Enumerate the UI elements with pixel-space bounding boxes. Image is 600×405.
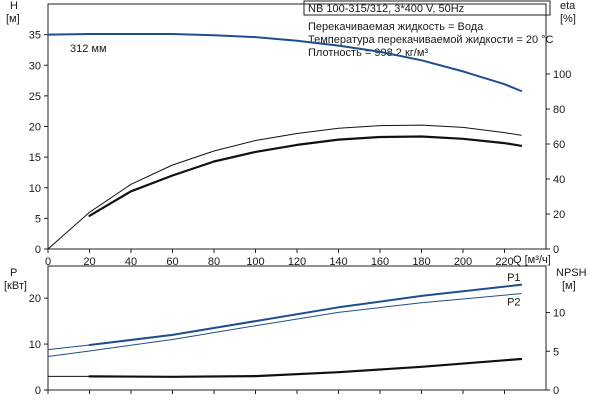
top-xtick-label: 180 xyxy=(412,256,430,268)
top-series-curve-0 xyxy=(47,33,523,92)
top-ytick-right-label: 20 xyxy=(553,209,565,221)
top-ytick-right-label: 40 xyxy=(553,174,565,186)
top-xlabel: Q [м³/ч] xyxy=(513,254,551,266)
top-ytick-label: 30 xyxy=(29,60,41,72)
bottom-series-curve-3 xyxy=(88,357,523,378)
top-ylabel-line1: H xyxy=(10,0,18,12)
top-ytick-right-label: 60 xyxy=(553,139,565,151)
bottom-ylabel-right-line2: [м] xyxy=(562,280,576,292)
bottom-ylabel-right-line1: NPSH xyxy=(556,267,587,279)
top-series-curve-1 xyxy=(47,124,522,250)
bottom-series-curve-2 xyxy=(47,344,90,351)
model-label: NB 100-315/312, 3*400 V, 50Hz xyxy=(308,3,464,15)
top-ytick-label: 5 xyxy=(35,213,41,225)
top-xtick-label: 140 xyxy=(329,256,347,268)
bottom-ytick-label: 0 xyxy=(35,385,41,397)
top-ytick-label: 10 xyxy=(29,183,41,195)
liquid-label: Перекачиваемая жидкость = Вода xyxy=(308,21,484,33)
top-xtick-label: 20 xyxy=(83,256,95,268)
top-ytick-label: 0 xyxy=(35,244,41,256)
bottom-ylabel-line2: [кВт] xyxy=(4,280,27,292)
top-xtick-label: 120 xyxy=(288,256,306,268)
top-xtick-label: 220 xyxy=(495,256,513,268)
temperature-label: Температура перекачиваемой жидкости = 20… xyxy=(308,34,554,46)
top-ylabel-right-line1: eta xyxy=(560,0,576,12)
top-ytick-label: 25 xyxy=(29,91,41,103)
bottom-series-label-p1: P1 xyxy=(507,272,520,284)
top-xtick-label: 160 xyxy=(371,256,389,268)
top-ytick-right-label: 80 xyxy=(553,104,565,116)
bottom-ytick-right-label: 5 xyxy=(553,346,559,358)
bottom-series-p2 xyxy=(47,293,522,357)
top-xtick-label: 200 xyxy=(454,256,472,268)
top-ylabel-line2: [м] xyxy=(6,13,20,25)
top-ytick-label: 35 xyxy=(29,30,41,42)
bottom-ytick-right-label: 10 xyxy=(553,308,565,320)
top-xtick-label: 100 xyxy=(246,256,264,268)
bottom-ytick-right-label: 0 xyxy=(553,385,559,397)
top-series-curve-2 xyxy=(88,135,523,217)
top-xtick-label: 80 xyxy=(208,256,220,268)
top-ytick-label: 15 xyxy=(29,152,41,164)
top-xtick-label: 40 xyxy=(125,256,137,268)
top-ytick-right-label: 100 xyxy=(553,69,571,81)
top-xtick-label: 60 xyxy=(166,256,178,268)
bottom-ytick-label: 20 xyxy=(29,293,41,305)
top-ytick-right-label: 0 xyxy=(553,244,559,256)
curve-annotation-312mm: 312 мм xyxy=(70,43,107,55)
bottom-series-p1 xyxy=(88,283,523,346)
top-xtick-label: 0 xyxy=(45,256,51,268)
bottom-ytick-label: 10 xyxy=(29,339,41,351)
bottom-series-label-p2: P2 xyxy=(507,297,520,309)
bottom-ylabel-line1: P xyxy=(10,267,17,279)
top-ylabel-right-line2: [%] xyxy=(560,13,576,25)
bottom-plot-frame xyxy=(47,265,547,391)
top-ytick-label: 20 xyxy=(29,122,41,134)
